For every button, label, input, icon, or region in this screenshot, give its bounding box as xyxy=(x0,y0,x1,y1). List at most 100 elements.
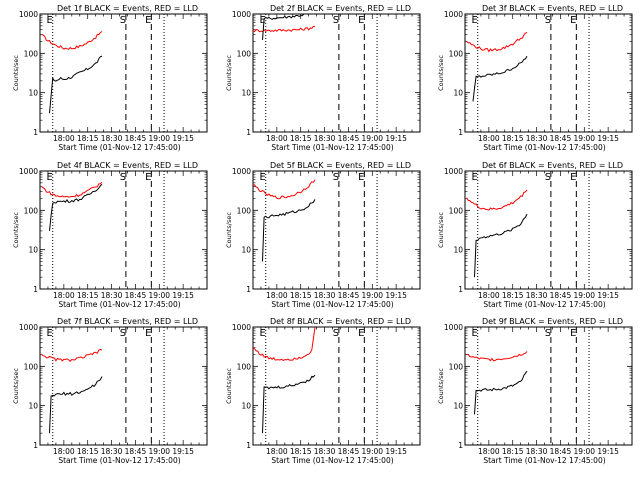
x-tick-label: 18:30 xyxy=(526,447,548,456)
x-tick-label: 18:30 xyxy=(101,291,123,300)
y-tick-label: 1 xyxy=(458,441,463,450)
series-lld-line xyxy=(466,189,528,211)
y-tick-label: 10 xyxy=(241,246,251,255)
marker-label: E xyxy=(358,172,364,183)
y-tick-label: 100 xyxy=(24,206,39,215)
x-tick-label: 18:30 xyxy=(314,291,336,300)
x-tick-label: 18:45 xyxy=(338,291,360,300)
marker-label: S xyxy=(333,15,339,26)
series-events-line xyxy=(49,55,103,114)
marker-label: S xyxy=(545,172,551,183)
x-tick-label: 19:00 xyxy=(361,291,383,300)
plot-title: Det 4f BLACK = Events, RED = LLD xyxy=(57,161,198,170)
y-tick-label: 1 xyxy=(33,441,38,450)
y-tick-label: 1 xyxy=(246,128,251,137)
y-tick-label: 1 xyxy=(246,441,251,450)
x-tick-label: 18:30 xyxy=(314,447,336,456)
plot-frame xyxy=(252,326,421,446)
y-axis-label: Counts/sec xyxy=(437,55,445,91)
marker-label: S xyxy=(333,328,339,339)
x-tick-label: 18:30 xyxy=(101,134,123,143)
marker-label: E xyxy=(472,172,478,183)
detector-plot-4: Det 4f BLACK = Events, RED = LLD 1 10 100 10… xyxy=(12,161,208,309)
marker-label: E xyxy=(260,15,266,26)
x-tick-label: 18:00 xyxy=(266,291,288,300)
detector-plot-8: Det 8f BLACK = Events, RED = LLD 1 10 100 10… xyxy=(225,317,421,465)
x-tick-label: 18:00 xyxy=(266,447,288,456)
x-tick-label: 18:00 xyxy=(53,291,75,300)
x-tick-label: 18:15 xyxy=(77,447,99,456)
series-events-line xyxy=(474,213,528,278)
y-tick-label: 1000 xyxy=(232,10,251,19)
y-axis-label: Counts/sec xyxy=(225,368,233,404)
y-axis-label: Counts/sec xyxy=(437,212,445,248)
y-tick-label: 1 xyxy=(458,128,463,137)
x-axis-label: Start Time (01-Nov-12 17:45:00) xyxy=(271,300,393,309)
y-tick-label: 100 xyxy=(449,49,464,58)
detector-plot-7: Det 7f BLACK = Events, RED = LLD 1 10 100 10… xyxy=(12,317,208,465)
x-axis-label: Start Time (01-Nov-12 17:45:00) xyxy=(271,456,393,465)
detector-plot-5: Det 5f BLACK = Events, RED = LLD 1 10 100 10… xyxy=(225,161,421,309)
x-tick-label: 18:00 xyxy=(478,134,500,143)
y-tick-label: 1 xyxy=(33,128,38,137)
y-tick-label: 10 xyxy=(28,89,38,98)
x-tick-label: 18:00 xyxy=(478,447,500,456)
y-tick-label: 10 xyxy=(28,402,38,411)
plot-title: Det 9f BLACK = Events, RED = LLD xyxy=(482,317,623,326)
plot-frame xyxy=(464,13,633,133)
marker-label: E xyxy=(145,15,151,26)
x-tick-label: 18:45 xyxy=(550,447,572,456)
x-tick-label: 18:30 xyxy=(526,134,548,143)
series-events-line xyxy=(472,55,528,102)
plot-frame xyxy=(39,170,208,290)
plot-frame xyxy=(464,170,633,290)
y-tick-label: 1000 xyxy=(444,323,463,332)
marker-label: E xyxy=(570,172,576,183)
x-axis-label: Start Time (01-Nov-12 17:45:00) xyxy=(271,143,393,152)
y-axis-label: Counts/sec xyxy=(12,368,20,404)
y-tick-label: 10 xyxy=(453,246,463,255)
x-tick-label: 19:15 xyxy=(597,291,619,300)
x-tick-label: 19:15 xyxy=(385,291,407,300)
plot-frame xyxy=(252,170,421,290)
detector-plot-1: Det 1f BLACK = Events, RED = LLD 1 10 100 10… xyxy=(12,4,208,152)
x-tick-label: 18:15 xyxy=(502,134,524,143)
y-tick-label: 10 xyxy=(453,89,463,98)
x-axis-label: Start Time (01-Nov-12 17:45:00) xyxy=(58,456,180,465)
x-tick-label: 19:00 xyxy=(148,291,170,300)
y-tick-label: 1000 xyxy=(232,167,251,176)
marker-label: E xyxy=(260,172,266,183)
x-tick-label: 18:30 xyxy=(526,291,548,300)
plot-frame xyxy=(252,13,421,133)
marker-label: E xyxy=(145,172,151,183)
marker-label: E xyxy=(570,15,576,26)
y-axis-label: Counts/sec xyxy=(225,212,233,248)
plot-title: Det 2f BLACK = Events, RED = LLD xyxy=(270,4,411,13)
plot-title: Det 3f BLACK = Events, RED = LLD xyxy=(482,4,623,13)
plot-frame xyxy=(39,13,208,133)
marker-label: E xyxy=(260,328,266,339)
series-lld-line xyxy=(252,326,316,362)
x-tick-label: 18:45 xyxy=(338,447,360,456)
x-tick-label: 19:15 xyxy=(597,134,619,143)
plot-frame xyxy=(464,326,633,446)
series-events-line xyxy=(474,370,528,415)
plot-title: Det 7f BLACK = Events, RED = LLD xyxy=(57,317,198,326)
marker-label: S xyxy=(120,328,126,339)
x-tick-label: 18:00 xyxy=(53,447,75,456)
x-tick-label: 18:30 xyxy=(314,134,336,143)
marker-label: E xyxy=(47,328,53,339)
y-tick-label: 1000 xyxy=(232,323,251,332)
series-events-line xyxy=(49,376,103,434)
plot-title: Det 6f BLACK = Events, RED = LLD xyxy=(482,161,623,170)
y-tick-label: 100 xyxy=(237,49,252,58)
series-lld-line xyxy=(41,181,103,198)
x-tick-label: 18:00 xyxy=(266,134,288,143)
x-tick-label: 18:45 xyxy=(550,291,572,300)
x-tick-label: 18:45 xyxy=(125,447,147,456)
x-tick-label: 18:45 xyxy=(125,134,147,143)
x-tick-label: 19:00 xyxy=(148,134,170,143)
x-tick-label: 19:00 xyxy=(573,447,595,456)
x-tick-label: 19:15 xyxy=(172,291,194,300)
detector-plot-9: Det 9f BLACK = Events, RED = LLD 1 10 100 10… xyxy=(437,317,633,465)
